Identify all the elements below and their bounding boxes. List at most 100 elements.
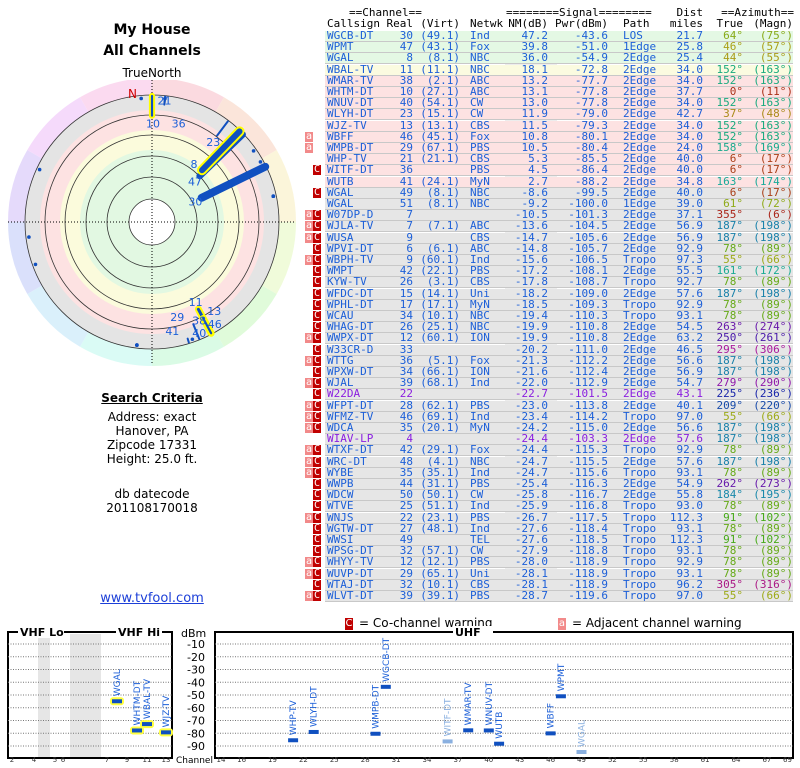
cell-call: WGAL: [327, 185, 354, 199]
table-row[interactable]: WRC-DT 48 (4.1) NBC -24.7 -115.5 2Edge 57.6 187°…: [325, 454, 793, 468]
cell-pwr: -104.5: [568, 219, 608, 233]
cell-path: Tropo: [623, 533, 657, 546]
cell-path: 2Edge: [623, 118, 657, 132]
cell-call: WTTG: [327, 353, 354, 367]
adjacent-legend-label: = Adjacent channel warning: [572, 616, 742, 630]
cell-pwr: -118.9: [568, 577, 608, 591]
table-row[interactable]: WUTB 41 (24.1) MyN 2.7 -88.2 2Edge 34.8 163° (174…: [325, 176, 793, 188]
table-row[interactable]: WMPT 42 (22.1) PBS -17.2 -108.1 2Edge 55.5 161° (…: [325, 265, 793, 278]
table-row[interactable]: WTXF-DT 42 (29.1) Fox -24.4 -115.3 Tropo 92.9 78…: [325, 444, 793, 457]
tvfool-link[interactable]: www.tvfool.com: [100, 591, 204, 606]
table-row[interactable]: WLVT-DT 39 (39.1) PBS -28.7 -119.6 Tropo 97.0 55…: [325, 589, 793, 602]
table-row[interactable]: W33CR-D 33 -20.2 -111.0 2Edge 46.5 295° (306°): [325, 344, 793, 356]
table-row[interactable]: WTAJ-DT 32 (10.1) CBS -28.1 -118.9 Tropo 96.2 30…: [325, 577, 793, 591]
cell-pwr: -54.9: [574, 51, 608, 65]
cell-path: 2Edge: [623, 185, 657, 199]
cell-dist: 92.7: [676, 275, 704, 289]
x-tick-label: 2: [10, 756, 14, 764]
table-row[interactable]: WDCA 35 (20.1) MyN -24.2 -115.0 2Edge 56.6 187° (…: [325, 421, 793, 434]
table-row[interactable]: WFPT-DT 28 (62.1) PBS -23.0 -113.8 2Edge 40.1 20…: [325, 400, 793, 412]
channel-label: 38: [192, 315, 206, 328]
table-row[interactable]: WJZ-TV 13 (13.1) CBS 11.5 -79.3 2Edge 34.0 152° (…: [325, 118, 793, 132]
cell-magn: (17°): [759, 152, 793, 166]
table-row[interactable]: WNJS 22 (23.1) PBS -26.7 -117.5 Tropo 112.3 91° (…: [325, 512, 793, 524]
table-row[interactable]: WMPB-DT 29 (67.1) PBS 10.5 -80.4 2Edge 24.0 158°…: [325, 142, 793, 154]
table-row[interactable]: WGCB-DT 30 (49.1) Ind 47.2 -43.6 LOS 21.7 64° (75…: [325, 30, 793, 42]
table-row[interactable]: WUVP-DT 29 (65.1) Uni -28.1 -118.9 Tropo 93.1 78…: [325, 566, 793, 580]
table-row[interactable]: WFDC-DT 15 (14.1) Uni -18.2 -109.0 2Edge 57.6 18…: [325, 288, 793, 300]
table-row[interactable]: W07DP-D 7 -10.5 -101.3 2Edge 37.1 355° (6°): [325, 209, 793, 222]
cell-net: PBS: [470, 589, 490, 602]
cell-dist: 34.0: [676, 96, 704, 110]
signal-bar: [161, 730, 171, 735]
table-row[interactable]: KYW-TV 26 (3.1) CBS -17.8 -108.7 Tropo 92.7 78° (…: [325, 275, 793, 289]
cell-pwr: -115.5: [568, 454, 608, 468]
table-row[interactable]: WITF-DT 36 PBS 4.5 -86.4 2Edge 40.0 6° (17°): [325, 164, 793, 177]
table-row[interactable]: WTTG 36 (5.1) Fox -21.3 -112.2 2Edge 56.6 187° (1…: [325, 353, 793, 367]
table-row[interactable]: WIAV-LP 4 -24.4 -103.3 2Edge 57.6 187° (198°): [325, 432, 793, 446]
table-row[interactable]: WWPX-DT 12 (60.1) ION -19.9 -110.8 2Edge 63.2 25…: [325, 331, 793, 345]
cell-dist: 56.9: [676, 219, 704, 233]
table-row[interactable]: WWSI 49 TEL -27.6 -118.5 Tropo 112.3 91° (102°): [325, 533, 793, 546]
table-row[interactable]: WHAG-DT 26 (25.1) NBC -19.9 -110.8 2Edge 54.5 26…: [325, 321, 793, 334]
cell-real: 36: [399, 353, 413, 367]
signal-dot: [33, 262, 38, 267]
cell-net: Ind: [470, 376, 490, 390]
signal-bar: [288, 738, 299, 743]
table-row[interactable]: WJLA-TV 7 (7.1) ABC -13.6 -104.5 2Edge 56.9 187°…: [325, 219, 793, 233]
cell-true: 78°: [723, 499, 743, 513]
table-row[interactable]: WBFF 46 (45.1) Fox 10.8 -80.1 2Edge 34.0 152° (16…: [325, 129, 793, 143]
db-datecode-value: 201108170018: [106, 501, 198, 515]
signal-bar: [555, 694, 566, 699]
bar-label: WITF-DT: [444, 698, 454, 736]
table-row[interactable]: WHP-TV 21 (21.1) CBS 5.3 -85.5 2Edge 40.0 6° (17°…: [325, 152, 793, 166]
table-row[interactable]: WMAR-TV 38 (2.1) ABC 13.2 -77.7 2Edge 34.0 152° (…: [325, 75, 793, 87]
cell-true: 152°: [716, 129, 744, 143]
table-row[interactable]: WGAL 8 (8.1) NBC 36.0 -54.9 2Edge 25.4 44° (55°): [325, 51, 793, 65]
cell-virt: (3.1): [426, 275, 460, 289]
table-row[interactable]: WBAL-TV 11 (11.1) NBC 18.1 -72.8 2Edge 34.0 152°…: [325, 64, 793, 76]
table-row[interactable]: WBPH-TV 9 (60.1) Ind -15.6 -106.5 Tropo 97.3 55°…: [325, 254, 793, 266]
cell-call: WRC-DT: [327, 454, 367, 468]
cell-pwr: -110.8: [568, 331, 608, 345]
cell-dist: 93.1: [676, 309, 704, 322]
table-row[interactable]: W22DA 22 -22.7 -101.5 2Edge 43.1 225° (236°): [325, 388, 793, 401]
table-row[interactable]: WPSG-DT 32 (57.1) CW -27.9 -118.8 Tropo 93.1 78°…: [325, 545, 793, 558]
cell-nm: -14.8: [514, 241, 548, 255]
cell-dist: 54.7: [676, 376, 704, 390]
table-row[interactable]: WPMT 47 (43.1) Fox 39.8 -51.0 1Edge 25.8 46° (57°…: [325, 41, 793, 54]
table-row[interactable]: WGAL 49 (8.1) NBC -8.6 -99.5 2Edge 40.0 6° (17°): [325, 185, 793, 199]
cell-dist: 93.0: [676, 499, 704, 513]
cell-virt: (20.1): [420, 421, 460, 434]
table-row[interactable]: WHYY-TV 12 (12.1) PBS -28.0 -118.9 Tropo 92.9 78…: [325, 556, 793, 569]
cell-nm: -28.1: [514, 566, 548, 580]
table-row[interactable]: WCAU 34 (10.1) NBC -19.4 -110.3 Tropo 93.1 78° (8…: [325, 309, 793, 322]
table-row[interactable]: WGTW-DT 27 (48.1) Ind -27.6 -118.4 Tropo 93.1 78…: [325, 523, 793, 535]
table-row[interactable]: WGAL 51 (8.1) NBC -9.2 -100.0 1Edge 39.0 61° (72°…: [325, 198, 793, 210]
signal-bar: [494, 741, 505, 746]
cell-path: 2Edge: [623, 477, 657, 490]
table-row[interactable]: WJAL 39 (68.1) Ind -22.0 -112.9 2Edge 54.7 279° (…: [325, 376, 793, 390]
table-row[interactable]: WUSA 9 CBS -14.7 -105.6 2Edge 56.9 187° (198°): [325, 232, 793, 244]
column-header-nm: NM(dB): [508, 17, 548, 30]
cell-virt: (51.1): [420, 499, 460, 513]
table-row[interactable]: WWPB 44 (31.1) PBS -25.4 -116.3 2Edge 54.9 262° (…: [325, 477, 793, 490]
cell-true: 6°: [729, 185, 743, 199]
table-row[interactable]: WPXW-DT 34 (66.1) ION -21.6 -112.4 2Edge 56.9 18…: [325, 365, 793, 378]
cell-path: 2Edge: [623, 432, 657, 446]
table-row[interactable]: WLYH-DT 23 (15.1) CW 11.9 -79.0 2Edge 42.7 37° (4…: [325, 108, 793, 121]
cell-path: Tropo: [623, 465, 657, 479]
co-channel-warning-icon: C: [313, 265, 321, 277]
cell-real: 34: [399, 365, 413, 378]
table-row[interactable]: WHTM-DT 10 (27.1) ABC 13.1 -77.8 2Edge 37.7 0° (1…: [325, 86, 793, 98]
signal-dot: [37, 167, 42, 172]
table-row[interactable]: WFMZ-TV 46 (69.1) Ind -23.4 -114.2 Tropo 97.0 55…: [325, 411, 793, 423]
table-row[interactable]: WPHL-DT 17 (17.1) MyN -18.5 -109.3 Tropo 92.9 78…: [325, 299, 793, 311]
cell-true: 55°: [723, 589, 743, 602]
table-row[interactable]: WDCW 50 (50.1) CW -25.8 -116.7 2Edge 55.8 184° (1…: [325, 489, 793, 502]
table-row[interactable]: WNUV-DT 40 (54.1) CW 13.0 -77.8 2Edge 34.0 152° (…: [325, 96, 793, 110]
table-row[interactable]: WPVI-DT 6 (6.1) ABC -14.8 -105.7 2Edge 92.9 78° (…: [325, 241, 793, 255]
table-row[interactable]: WYBE 35 (35.1) Ind -24.7 -115.6 Tropo 93.1 78° (8…: [325, 465, 793, 479]
table-row[interactable]: WTVE 25 (51.1) Ind -25.9 -116.8 Tropo 93.0 78° (8…: [325, 499, 793, 513]
signal-bar: [380, 684, 391, 689]
